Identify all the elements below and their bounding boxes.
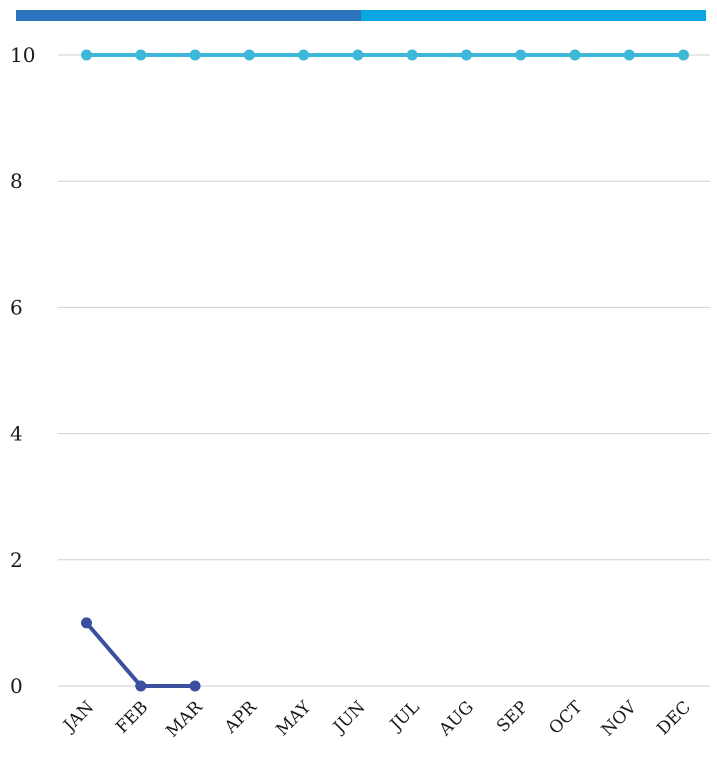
y-tick-label: 10 (10, 43, 35, 67)
series-2-point (189, 49, 201, 61)
y-axis: 0 2 4 6 8 10 (10, 43, 35, 698)
series-layer (81, 49, 689, 692)
x-tick-label: JUN (328, 697, 369, 738)
series-2-point (406, 49, 418, 61)
series-1-point (189, 680, 201, 692)
y-tick-label: 8 (10, 169, 23, 193)
x-tick-label: MAY (273, 697, 316, 740)
x-tick-label: MAR (162, 697, 207, 742)
x-tick-label: AUG (435, 697, 478, 740)
y-tick-label: 0 (10, 674, 23, 698)
series-2-point (298, 49, 310, 61)
series-2-point (515, 49, 527, 61)
x-axis: JAN FEB MAR APR MAY JUN JUL AUG SEP OCT NOV DEC (58, 697, 695, 742)
series-2-point (460, 49, 472, 61)
y-tick-label: 4 (10, 422, 23, 446)
series-2-point (569, 49, 581, 61)
series-2-point (678, 49, 689, 61)
series-2-point (352, 49, 364, 61)
x-tick-label: JUL (385, 697, 423, 735)
y-tick-label: 6 (10, 295, 23, 319)
series-1-line (84, 620, 198, 688)
series-2-point (81, 49, 92, 61)
y-tick-label: 2 (10, 548, 23, 572)
x-tick-label: JAN (58, 697, 98, 737)
legend-swatch-2 (361, 10, 706, 21)
series-2-point (243, 49, 255, 61)
x-tick-label: SEP (493, 697, 532, 736)
x-tick-label: NOV (598, 697, 641, 740)
x-tick-label: OCT (545, 697, 587, 739)
series-2-point (135, 49, 147, 61)
x-tick-label: DEC (653, 697, 695, 739)
gridlines (58, 54, 710, 687)
x-tick-label: FEB (112, 697, 152, 737)
legend-swatch-1 (16, 10, 361, 21)
legend (16, 10, 706, 21)
x-tick-label: APR (220, 697, 262, 739)
series-1-point (135, 680, 147, 692)
series-1-point (81, 617, 92, 629)
series-2-point (623, 49, 635, 61)
